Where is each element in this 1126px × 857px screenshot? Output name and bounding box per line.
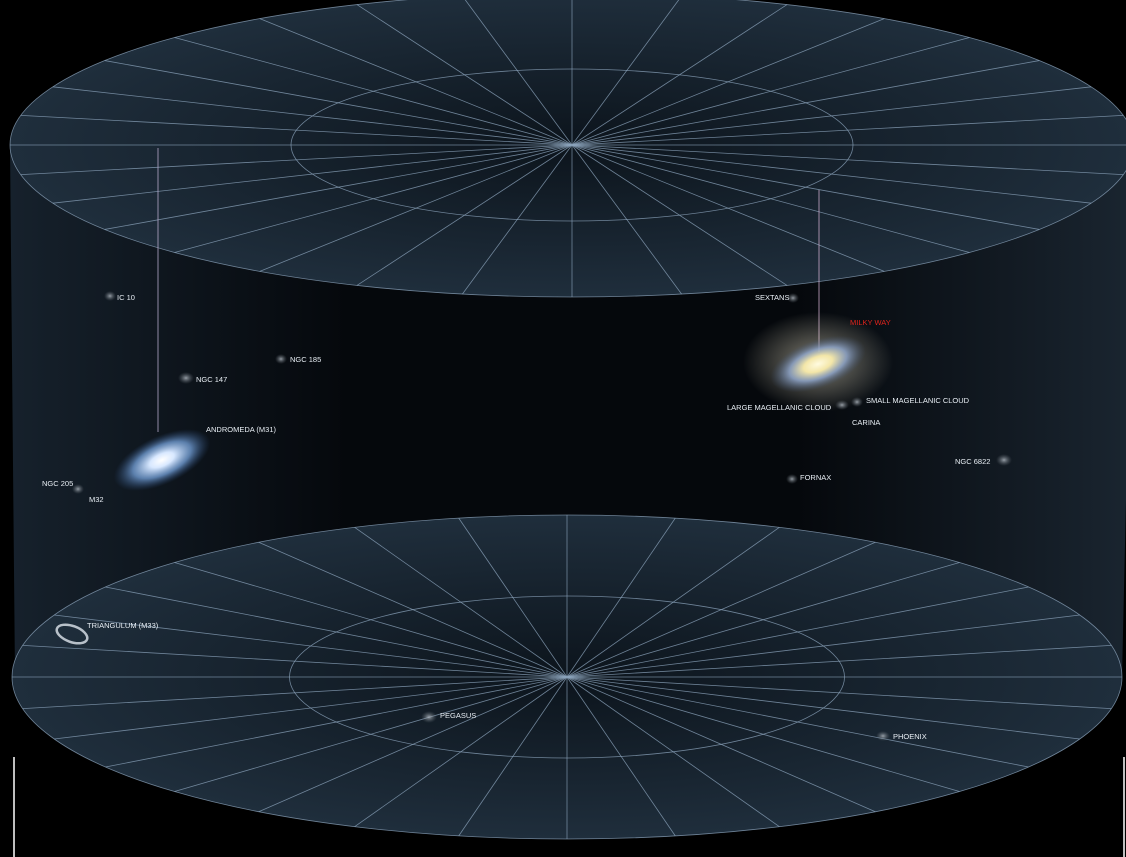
dwarf xyxy=(72,484,84,494)
grid-line xyxy=(566,676,960,792)
grid-line xyxy=(458,676,568,837)
grid-line xyxy=(354,527,568,678)
label: NGC 147 xyxy=(196,375,227,384)
label: SMALL MAGELLANIC CLOUD xyxy=(866,396,970,405)
grid-line xyxy=(566,676,876,813)
grid-line xyxy=(174,144,573,253)
dwarf xyxy=(421,711,437,723)
grid-line xyxy=(54,676,568,740)
grid-line xyxy=(571,114,1124,146)
milky-way-galaxy xyxy=(770,335,866,393)
grid-line xyxy=(174,562,568,678)
label: IC 10 xyxy=(117,293,135,302)
label: NGC 205 xyxy=(42,479,73,488)
dwarf xyxy=(275,354,287,364)
grid-line xyxy=(356,4,573,146)
grid-line xyxy=(54,614,568,678)
grid-line xyxy=(566,586,1029,678)
grid-line xyxy=(22,676,568,710)
grid-line xyxy=(571,144,1040,230)
grid-line xyxy=(566,676,1112,710)
dwarf xyxy=(786,474,798,484)
grid-line xyxy=(52,86,573,146)
label: CARINA xyxy=(852,418,880,427)
dwarf xyxy=(851,397,863,407)
grid-line xyxy=(174,676,568,792)
grid-line xyxy=(20,114,573,146)
grid-line xyxy=(22,644,568,678)
grid-line xyxy=(105,586,568,678)
grid-line xyxy=(462,144,573,295)
grid-line xyxy=(566,676,676,837)
dwarf xyxy=(835,400,849,410)
grid-line xyxy=(259,144,573,272)
grid-line xyxy=(356,144,573,286)
dwarf xyxy=(178,372,194,384)
dwarf xyxy=(104,291,116,301)
dwarf-galaxies xyxy=(72,291,1012,741)
label: M32 xyxy=(89,495,104,504)
grid-line xyxy=(258,541,568,678)
grid-line xyxy=(571,144,1092,204)
grid-line xyxy=(458,517,568,678)
grid-line xyxy=(571,144,885,272)
grid-line xyxy=(104,60,573,146)
grid-line xyxy=(571,144,682,295)
label: MILKY WAY xyxy=(850,318,891,327)
dwarf xyxy=(787,293,799,303)
grid-line xyxy=(566,562,960,678)
label: SEXTANS xyxy=(755,293,789,302)
top-disc xyxy=(10,0,1126,297)
grid-line xyxy=(566,644,1112,678)
label: PEGASUS xyxy=(440,711,476,720)
grid-line xyxy=(52,144,573,204)
triangulum-galaxy xyxy=(55,623,89,645)
grid-line xyxy=(571,0,680,146)
grid-line xyxy=(566,676,780,827)
grid-line xyxy=(258,676,568,813)
grid-line xyxy=(566,541,876,678)
grid-line xyxy=(566,614,1080,678)
grid-line xyxy=(104,144,573,230)
grid-line xyxy=(566,527,780,678)
label: PHOENIX xyxy=(893,732,927,741)
grid-line xyxy=(571,18,885,146)
label: NGC 185 xyxy=(290,355,321,364)
grid-line xyxy=(571,144,970,253)
grid-line xyxy=(566,517,676,678)
label: FORNAX xyxy=(800,473,831,482)
label: TRIANGULUM (M33) xyxy=(87,621,159,630)
grid-line xyxy=(571,86,1092,146)
grids xyxy=(9,0,1126,840)
grid-line xyxy=(571,144,788,286)
label: NGC 6822 xyxy=(955,457,990,466)
label: ANDROMEDA (M31) xyxy=(206,425,277,434)
grid-line xyxy=(464,0,573,146)
grid-line xyxy=(571,37,970,146)
grid-line xyxy=(566,676,1080,740)
grid-line xyxy=(571,4,788,146)
dwarf xyxy=(876,731,890,741)
grid-line xyxy=(174,37,573,146)
grid-line xyxy=(566,676,1029,768)
grid-line xyxy=(571,60,1040,146)
grid-line xyxy=(105,676,568,768)
dwarf xyxy=(996,454,1012,466)
grid-line xyxy=(259,18,573,146)
grid-line xyxy=(354,676,568,827)
label: LARGE MAGELLANIC CLOUD xyxy=(727,403,832,412)
grid-line xyxy=(20,144,573,176)
andromeda-galaxy xyxy=(113,429,211,491)
grid-line xyxy=(571,144,1124,176)
